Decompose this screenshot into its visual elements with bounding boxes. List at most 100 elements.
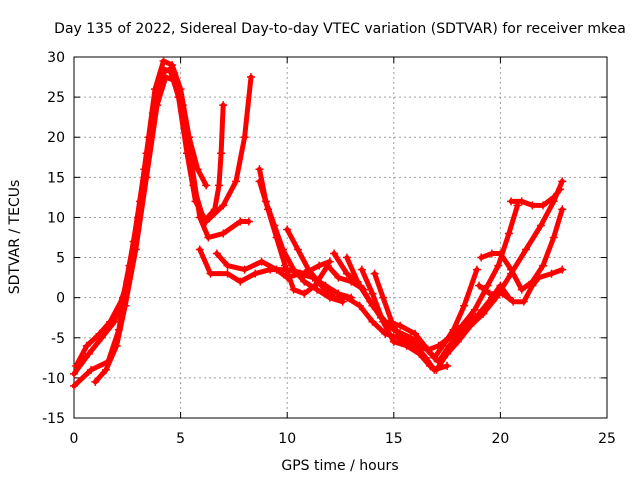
data-point [498, 289, 507, 298]
data-point [528, 281, 537, 290]
data-point [84, 349, 93, 358]
data-point [443, 361, 452, 370]
data-point [264, 205, 273, 214]
data-point [443, 349, 452, 358]
series-pass-14 [477, 205, 567, 294]
data-point [494, 261, 503, 270]
data-point [202, 181, 211, 190]
data-point [142, 173, 151, 182]
data-point [255, 165, 264, 174]
data-point [317, 281, 326, 290]
data-point [300, 277, 309, 286]
data-point [101, 365, 110, 374]
data-point [157, 69, 166, 78]
data-point [72, 361, 81, 370]
data-point [214, 181, 223, 190]
data-point [87, 365, 96, 374]
x-tick-label: 25 [598, 431, 616, 447]
y-axis-label: SDTVAR / TECUs [7, 180, 23, 295]
data-point [387, 317, 396, 326]
data-point [389, 337, 398, 346]
data-point [204, 233, 213, 242]
data-point [313, 285, 322, 294]
data-point [398, 337, 407, 346]
data-point [415, 349, 424, 358]
data-point [272, 265, 281, 274]
series-pass-3 [72, 65, 255, 370]
series-pass-13 [370, 201, 522, 354]
data-point [219, 101, 228, 110]
data-point [521, 245, 530, 254]
data-point [70, 381, 78, 390]
data-point [217, 149, 226, 158]
data-point [121, 301, 130, 310]
data-point [82, 341, 91, 350]
data-point [272, 233, 281, 242]
data-point [212, 249, 221, 258]
data-point [453, 337, 462, 346]
data-point [370, 269, 379, 278]
data-point [323, 261, 332, 270]
data-point [236, 277, 245, 286]
data-point [445, 333, 454, 342]
data-point [460, 301, 469, 310]
data-point [517, 285, 526, 294]
data-point [477, 253, 486, 262]
data-point [246, 73, 255, 82]
data-point [219, 229, 228, 238]
data-point [368, 289, 377, 298]
data-point [304, 265, 313, 274]
data-point [487, 249, 496, 258]
data-point [293, 245, 302, 254]
data-point [458, 321, 467, 330]
x-tick-label: 20 [491, 431, 509, 447]
y-tick-label: 25 [47, 90, 65, 106]
series-pass-15 [475, 265, 567, 306]
x-tick-label: 10 [278, 431, 296, 447]
data-point [558, 205, 567, 214]
data-point [180, 125, 189, 134]
ticks: 0 5 10 15 20 25 -15 -10 -5 0 5 10 15 20 25 30 [42, 50, 616, 447]
data-point [223, 261, 232, 270]
data-point [240, 133, 249, 142]
data-point [353, 277, 362, 286]
data-point [159, 57, 168, 66]
data-point [357, 265, 366, 274]
data-point [172, 77, 181, 86]
data-point [406, 333, 415, 342]
data-point [411, 341, 420, 350]
data-point [251, 269, 260, 278]
data-point [223, 269, 232, 278]
data-point [300, 289, 309, 298]
series-line [372, 202, 520, 353]
data-point [289, 285, 298, 294]
data-point [355, 301, 364, 310]
data-point [556, 185, 565, 194]
y-tick-label: 15 [47, 170, 65, 186]
data-point [479, 309, 488, 318]
data-point [483, 281, 492, 290]
data-point [95, 329, 104, 338]
data-point [232, 177, 241, 186]
series-pass-7 [255, 165, 347, 306]
data-point [315, 261, 324, 270]
data-point [507, 197, 516, 206]
series-line [73, 66, 254, 369]
data-point [168, 61, 177, 70]
data-point [426, 361, 435, 370]
y-tick-label: 0 [56, 291, 65, 307]
data-point [379, 317, 388, 326]
data-point [342, 293, 351, 302]
data-point [106, 317, 115, 326]
x-tick-label: 5 [176, 431, 185, 447]
data-point [70, 369, 78, 378]
data-point [206, 269, 215, 278]
data-point [91, 377, 100, 386]
series-line [344, 255, 480, 361]
data-point [411, 329, 420, 338]
data-point [549, 193, 558, 202]
series-line [92, 74, 226, 385]
y-tick-label: 5 [56, 251, 65, 267]
data-point [379, 293, 388, 302]
data-point [189, 181, 198, 190]
